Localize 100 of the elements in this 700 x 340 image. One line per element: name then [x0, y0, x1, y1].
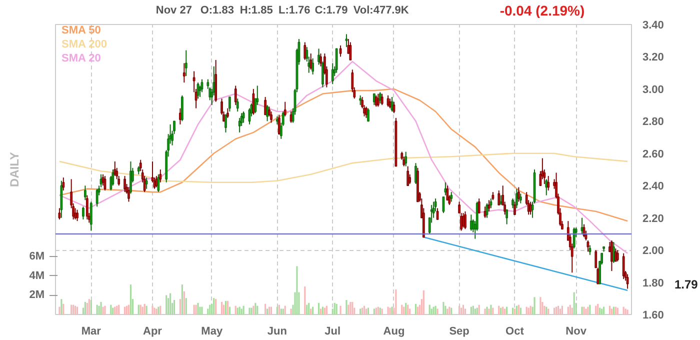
y-tick-label: 3.40	[642, 20, 664, 32]
candlestick	[545, 178, 548, 196]
y-tick-label: 3.20	[642, 52, 664, 64]
text: DAILY	[8, 152, 22, 187]
candlestick	[414, 162, 417, 184]
candlestick	[236, 98, 239, 112]
candlestick	[374, 94, 378, 108]
candlestick	[506, 209, 508, 225]
candlestick	[517, 186, 520, 202]
x-tick-label: Oct	[506, 326, 524, 338]
x-tick-label: Jun	[267, 326, 288, 338]
candlestick	[159, 169, 162, 183]
y-tick-label: 1.60	[642, 310, 664, 322]
candlestick	[478, 198, 480, 214]
candlestick	[359, 94, 362, 106]
text: SMA 20	[62, 52, 101, 64]
x-tick-label: Mar	[81, 326, 102, 338]
y-tick-label: 2.40	[642, 180, 664, 193]
x-tick-label: Nov	[566, 326, 588, 338]
candlestick	[224, 114, 227, 133]
candlestick	[450, 192, 453, 202]
text: 1.79	[674, 277, 698, 292]
candlestick	[349, 42, 352, 60]
y2-tick-label: 2M	[29, 289, 44, 302]
y-tick-label: 3.00	[642, 84, 664, 96]
candlestick	[612, 242, 615, 264]
candlestick	[464, 210, 466, 230]
text: Vol:477.9K	[353, 4, 409, 16]
candlestick	[376, 93, 380, 108]
y-tick-label: 2.80	[642, 116, 664, 128]
candlestick	[310, 53, 312, 70]
candlestick	[408, 174, 411, 184]
text: H:1.85	[240, 4, 273, 16]
candlestick	[130, 160, 132, 194]
candlestick	[547, 175, 550, 191]
candlestick	[226, 108, 229, 118]
candlestick	[498, 190, 500, 206]
candlestick	[304, 42, 306, 60]
candlestick	[96, 188, 98, 208]
candlestick	[432, 201, 435, 218]
candlestick	[124, 175, 126, 193]
text: L:1.76	[278, 4, 310, 16]
x-tick-label: Jul	[324, 326, 341, 338]
candlestick	[345, 34, 348, 48]
candlestick	[446, 185, 449, 201]
candlestick	[102, 174, 104, 186]
text: C:1.79	[314, 4, 348, 16]
candlestick	[529, 201, 532, 216]
candlestick	[182, 62, 186, 83]
candlestick	[128, 186, 130, 202]
candlestick	[284, 101, 286, 117]
candlestick	[404, 151, 408, 167]
candlestick	[616, 250, 619, 262]
y-tick-label: 1.80	[642, 277, 664, 290]
candlestick	[157, 174, 160, 193]
candlestick	[242, 111, 245, 124]
x-tick-label: Sep	[449, 326, 470, 338]
x-tick-label: May	[201, 326, 224, 338]
candlestick	[264, 96, 267, 116]
text: O:1.83	[200, 4, 234, 16]
candlestick	[266, 104, 268, 122]
x-tick-label: Aug	[383, 326, 405, 338]
y2-tick-label: 4M	[29, 270, 44, 282]
candlestick	[335, 48, 338, 74]
candlestick	[322, 61, 324, 88]
candlestick	[90, 201, 92, 232]
y-tick-label: 2.00	[642, 245, 664, 258]
candlestick	[331, 62, 334, 85]
candlestick	[380, 93, 384, 106]
y-tick-label: 2.20	[642, 212, 664, 225]
candlestick	[588, 244, 592, 256]
candlestick	[180, 94, 184, 122]
candlestick	[402, 156, 406, 167]
candlestick	[572, 227, 576, 249]
candlestick	[406, 166, 410, 186]
candlestick	[228, 96, 231, 112]
candlestick	[234, 85, 237, 106]
candlestick	[114, 160, 116, 176]
candlestick	[392, 101, 396, 114]
candlestick	[184, 50, 188, 77]
text: SMA 200	[62, 38, 107, 50]
y2-tick-label: 6M	[29, 250, 44, 262]
candlestick	[519, 193, 522, 204]
candlestick	[514, 201, 516, 216]
candlestick	[622, 252, 625, 280]
candlestick	[200, 78, 204, 93]
y-tick-label: 2.60	[642, 148, 664, 160]
text: Nov 27	[156, 4, 192, 16]
candlestick	[238, 117, 241, 133]
candlestick	[378, 92, 382, 104]
candlestick	[516, 188, 518, 209]
text: SMA 50	[62, 24, 101, 36]
candlestick	[372, 93, 376, 106]
candlestick	[312, 58, 314, 75]
candlestick	[626, 274, 629, 290]
candlestick	[318, 48, 320, 66]
candlestick	[112, 169, 114, 186]
candlestick	[367, 108, 370, 122]
candlestick	[386, 94, 390, 108]
x-tick-label: Apr	[143, 326, 163, 338]
